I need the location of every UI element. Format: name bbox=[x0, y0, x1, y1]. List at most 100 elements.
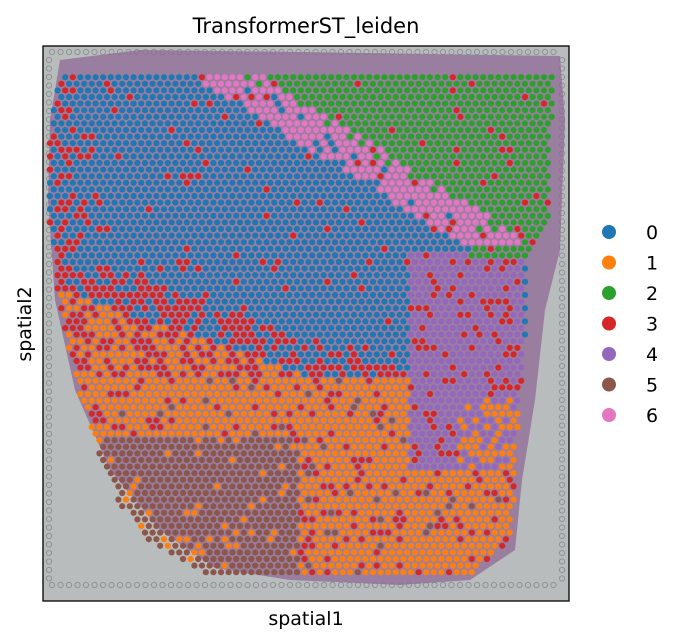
spot-cluster-1 bbox=[366, 404, 373, 411]
spot-cluster-0 bbox=[54, 113, 61, 120]
spot-cluster-4 bbox=[461, 252, 468, 259]
spot-cluster-5 bbox=[157, 476, 164, 483]
spot-cluster-2 bbox=[312, 87, 320, 94]
spot-cluster-1 bbox=[206, 404, 213, 411]
spot-cluster-1 bbox=[305, 377, 312, 384]
spot-cluster-5 bbox=[157, 489, 164, 497]
spot-cluster-2 bbox=[476, 225, 483, 233]
spot-cluster-1 bbox=[339, 516, 346, 523]
spot-cluster-0 bbox=[168, 87, 175, 94]
spot-cluster-6 bbox=[385, 186, 392, 193]
spot-cluster-2 bbox=[487, 192, 494, 200]
spot-cluster-5 bbox=[290, 562, 297, 569]
spot-cluster-3 bbox=[502, 536, 510, 543]
spot-cluster-6 bbox=[476, 212, 483, 219]
spot-cluster-0 bbox=[263, 318, 270, 325]
spot-cluster-5 bbox=[103, 450, 111, 457]
fiducial-spot bbox=[45, 82, 53, 89]
spot-cluster-3 bbox=[134, 278, 141, 285]
spot-cluster-4 bbox=[487, 430, 494, 437]
spot-cluster-4 bbox=[518, 272, 525, 279]
spot-cluster-0 bbox=[278, 173, 285, 180]
spot-cluster-0 bbox=[377, 212, 384, 219]
spot-cluster-2 bbox=[506, 133, 513, 140]
spot-cluster-0 bbox=[179, 133, 187, 140]
spot-cluster-0 bbox=[301, 265, 308, 272]
spot-cluster-3 bbox=[514, 384, 521, 391]
spot-cluster-3 bbox=[119, 278, 126, 285]
spot-cluster-2 bbox=[540, 87, 548, 94]
legend-marker-2 bbox=[602, 286, 616, 300]
spot-cluster-0 bbox=[179, 186, 187, 193]
spot-cluster-1 bbox=[339, 555, 346, 563]
spot-cluster-1 bbox=[377, 476, 384, 483]
spot-cluster-3 bbox=[54, 245, 61, 252]
spot-cluster-2 bbox=[518, 87, 525, 94]
spot-cluster-3 bbox=[69, 245, 76, 252]
spot-cluster-2 bbox=[510, 100, 517, 107]
spot-cluster-5 bbox=[290, 509, 297, 516]
spot-cluster-0 bbox=[335, 298, 342, 305]
spot-cluster-5 bbox=[293, 555, 301, 563]
spot-cluster-0 bbox=[115, 232, 122, 239]
spot-cluster-0 bbox=[248, 212, 255, 219]
spot-cluster-3 bbox=[263, 212, 270, 219]
spot-cluster-3 bbox=[210, 344, 217, 351]
spot-cluster-0 bbox=[134, 120, 141, 127]
spot-cluster-2 bbox=[514, 199, 521, 206]
spot-cluster-5 bbox=[267, 549, 274, 556]
spot-cluster-2 bbox=[411, 113, 418, 120]
spot-cluster-4 bbox=[442, 430, 449, 437]
spot-cluster-5 bbox=[126, 450, 133, 457]
spot-cluster-3 bbox=[81, 212, 88, 219]
spot-cluster-2 bbox=[480, 74, 487, 81]
spot-cluster-0 bbox=[157, 239, 164, 246]
spot-cluster-1 bbox=[312, 443, 320, 450]
spot-cluster-1 bbox=[457, 417, 464, 424]
spot-cluster-5 bbox=[153, 483, 160, 490]
spot-cluster-1 bbox=[468, 516, 475, 523]
spot-cluster-0 bbox=[202, 186, 209, 193]
spot-cluster-1 bbox=[195, 437, 202, 444]
spot-cluster-0 bbox=[115, 285, 122, 292]
spot-cluster-0 bbox=[358, 298, 365, 305]
spot-cluster-1 bbox=[267, 430, 274, 437]
spot-cluster-0 bbox=[244, 192, 251, 200]
spot-cluster-5 bbox=[210, 542, 217, 549]
spot-cluster-5 bbox=[138, 470, 145, 477]
spot-cluster-0 bbox=[92, 179, 99, 186]
spot-cluster-3 bbox=[119, 291, 126, 299]
spot-cluster-6 bbox=[221, 87, 228, 94]
spot-cluster-0 bbox=[88, 186, 95, 193]
spot-cluster-0 bbox=[187, 120, 194, 127]
fiducial-spot bbox=[252, 581, 260, 589]
spot-cluster-1 bbox=[134, 371, 141, 378]
spot-cluster-0 bbox=[331, 146, 339, 153]
fiducial-spot bbox=[558, 532, 566, 540]
spot-cluster-0 bbox=[229, 232, 236, 239]
spot-cluster-1 bbox=[491, 476, 498, 483]
spot-cluster-0 bbox=[138, 166, 145, 173]
spot-cluster-1 bbox=[358, 496, 365, 503]
spot-cluster-3 bbox=[65, 146, 73, 153]
spot-cluster-5 bbox=[282, 443, 289, 450]
spot-cluster-1 bbox=[407, 529, 415, 536]
spot-cluster-2 bbox=[347, 93, 354, 101]
spot-cluster-3 bbox=[179, 173, 187, 180]
spot-cluster-1 bbox=[316, 555, 323, 563]
spot-cluster-2 bbox=[434, 153, 441, 160]
spot-cluster-4 bbox=[426, 456, 434, 464]
spot-cluster-5 bbox=[157, 410, 164, 417]
spot-cluster-0 bbox=[255, 199, 263, 206]
spot-cluster-3 bbox=[301, 542, 308, 549]
spot-cluster-0 bbox=[126, 80, 133, 87]
spot-cluster-3 bbox=[457, 272, 464, 279]
spot-cluster-0 bbox=[404, 285, 411, 292]
spot-cluster-5 bbox=[252, 470, 259, 477]
spot-cluster-1 bbox=[316, 423, 323, 431]
spot-cluster-6 bbox=[415, 212, 422, 219]
spot-cluster-5 bbox=[293, 489, 301, 497]
spot-cluster-5 bbox=[244, 549, 251, 556]
spot-cluster-5 bbox=[138, 496, 145, 503]
spot-cluster-0 bbox=[107, 192, 114, 200]
